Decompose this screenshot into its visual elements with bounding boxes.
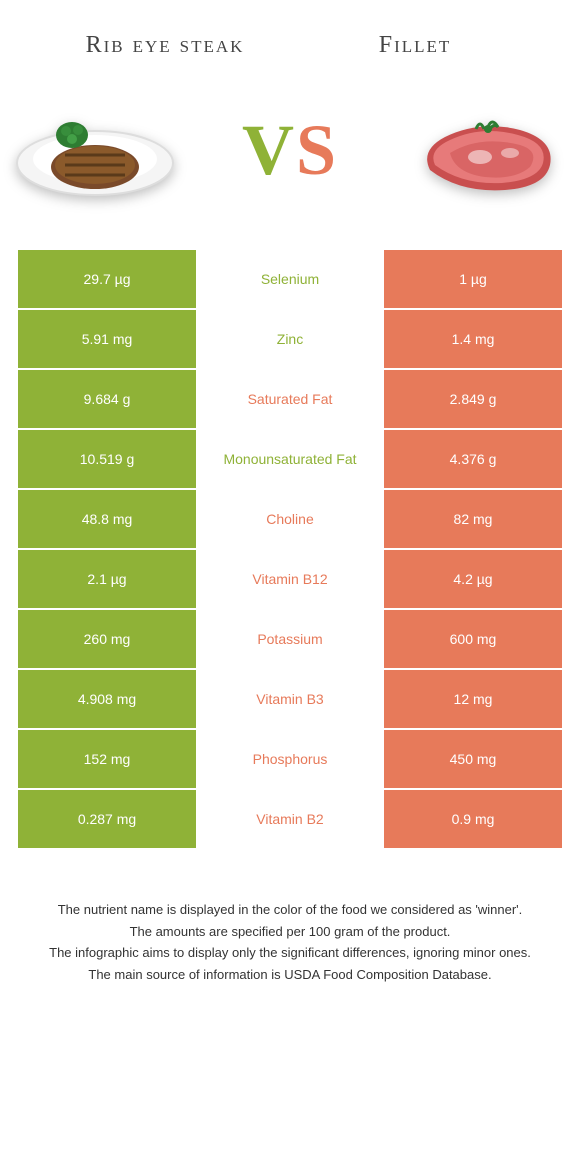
table-row: 48.8 mgCholine82 mg	[18, 490, 562, 548]
right-value: 600 mg	[384, 610, 562, 668]
ribeye-image	[10, 90, 180, 210]
right-value: 12 mg	[384, 670, 562, 728]
fillet-image	[400, 90, 570, 210]
right-value: 4.376 g	[384, 430, 562, 488]
nutrient-name: Potassium	[196, 610, 384, 668]
nutrient-name: Phosphorus	[196, 730, 384, 788]
left-value: 260 mg	[18, 610, 196, 668]
nutrient-name: Vitamin B2	[196, 790, 384, 848]
nutrient-name: Choline	[196, 490, 384, 548]
right-value: 1.4 mg	[384, 310, 562, 368]
table-row: 4.908 mgVitamin B312 mg	[18, 670, 562, 728]
comparison-table: 29.7 µgSelenium1 µg5.91 mgZinc1.4 mg9.68…	[18, 250, 562, 848]
table-row: 0.287 mgVitamin B20.9 mg	[18, 790, 562, 848]
table-row: 9.684 gSaturated Fat2.849 g	[18, 370, 562, 428]
vs-s: S	[296, 110, 338, 190]
left-value: 29.7 µg	[18, 250, 196, 308]
nutrient-name: Zinc	[196, 310, 384, 368]
footer-line: The main source of information is USDA F…	[30, 965, 550, 985]
left-value: 5.91 mg	[18, 310, 196, 368]
left-value: 48.8 mg	[18, 490, 196, 548]
nutrient-name: Vitamin B3	[196, 670, 384, 728]
left-value: 0.287 mg	[18, 790, 196, 848]
vs-label: VS	[242, 109, 338, 192]
right-value: 1 µg	[384, 250, 562, 308]
right-value: 450 mg	[384, 730, 562, 788]
table-row: 10.519 gMonounsaturated Fat4.376 g	[18, 430, 562, 488]
vs-v: V	[242, 110, 296, 190]
table-row: 260 mgPotassium600 mg	[18, 610, 562, 668]
table-row: 152 mgPhosphorus450 mg	[18, 730, 562, 788]
footer-notes: The nutrient name is displayed in the co…	[0, 850, 580, 1006]
right-value: 0.9 mg	[384, 790, 562, 848]
nutrient-name: Saturated Fat	[196, 370, 384, 428]
table-row: 5.91 mgZinc1.4 mg	[18, 310, 562, 368]
nutrient-name: Vitamin B12	[196, 550, 384, 608]
right-value: 2.849 g	[384, 370, 562, 428]
right-food-title: Fillet	[290, 30, 540, 60]
footer-line: The infographic aims to display only the…	[30, 943, 550, 963]
left-food-title: Rib eye steak	[40, 30, 290, 60]
nutrient-name: Monounsaturated Fat	[196, 430, 384, 488]
left-value: 152 mg	[18, 730, 196, 788]
nutrient-name: Selenium	[196, 250, 384, 308]
left-value: 4.908 mg	[18, 670, 196, 728]
right-value: 4.2 µg	[384, 550, 562, 608]
hero: VS	[0, 80, 580, 250]
header: Rib eye steak Fillet	[0, 0, 580, 80]
right-value: 82 mg	[384, 490, 562, 548]
left-value: 9.684 g	[18, 370, 196, 428]
table-row: 29.7 µgSelenium1 µg	[18, 250, 562, 308]
left-value: 10.519 g	[18, 430, 196, 488]
footer-line: The amounts are specified per 100 gram o…	[30, 922, 550, 942]
table-row: 2.1 µgVitamin B124.2 µg	[18, 550, 562, 608]
footer-line: The nutrient name is displayed in the co…	[30, 900, 550, 920]
left-value: 2.1 µg	[18, 550, 196, 608]
